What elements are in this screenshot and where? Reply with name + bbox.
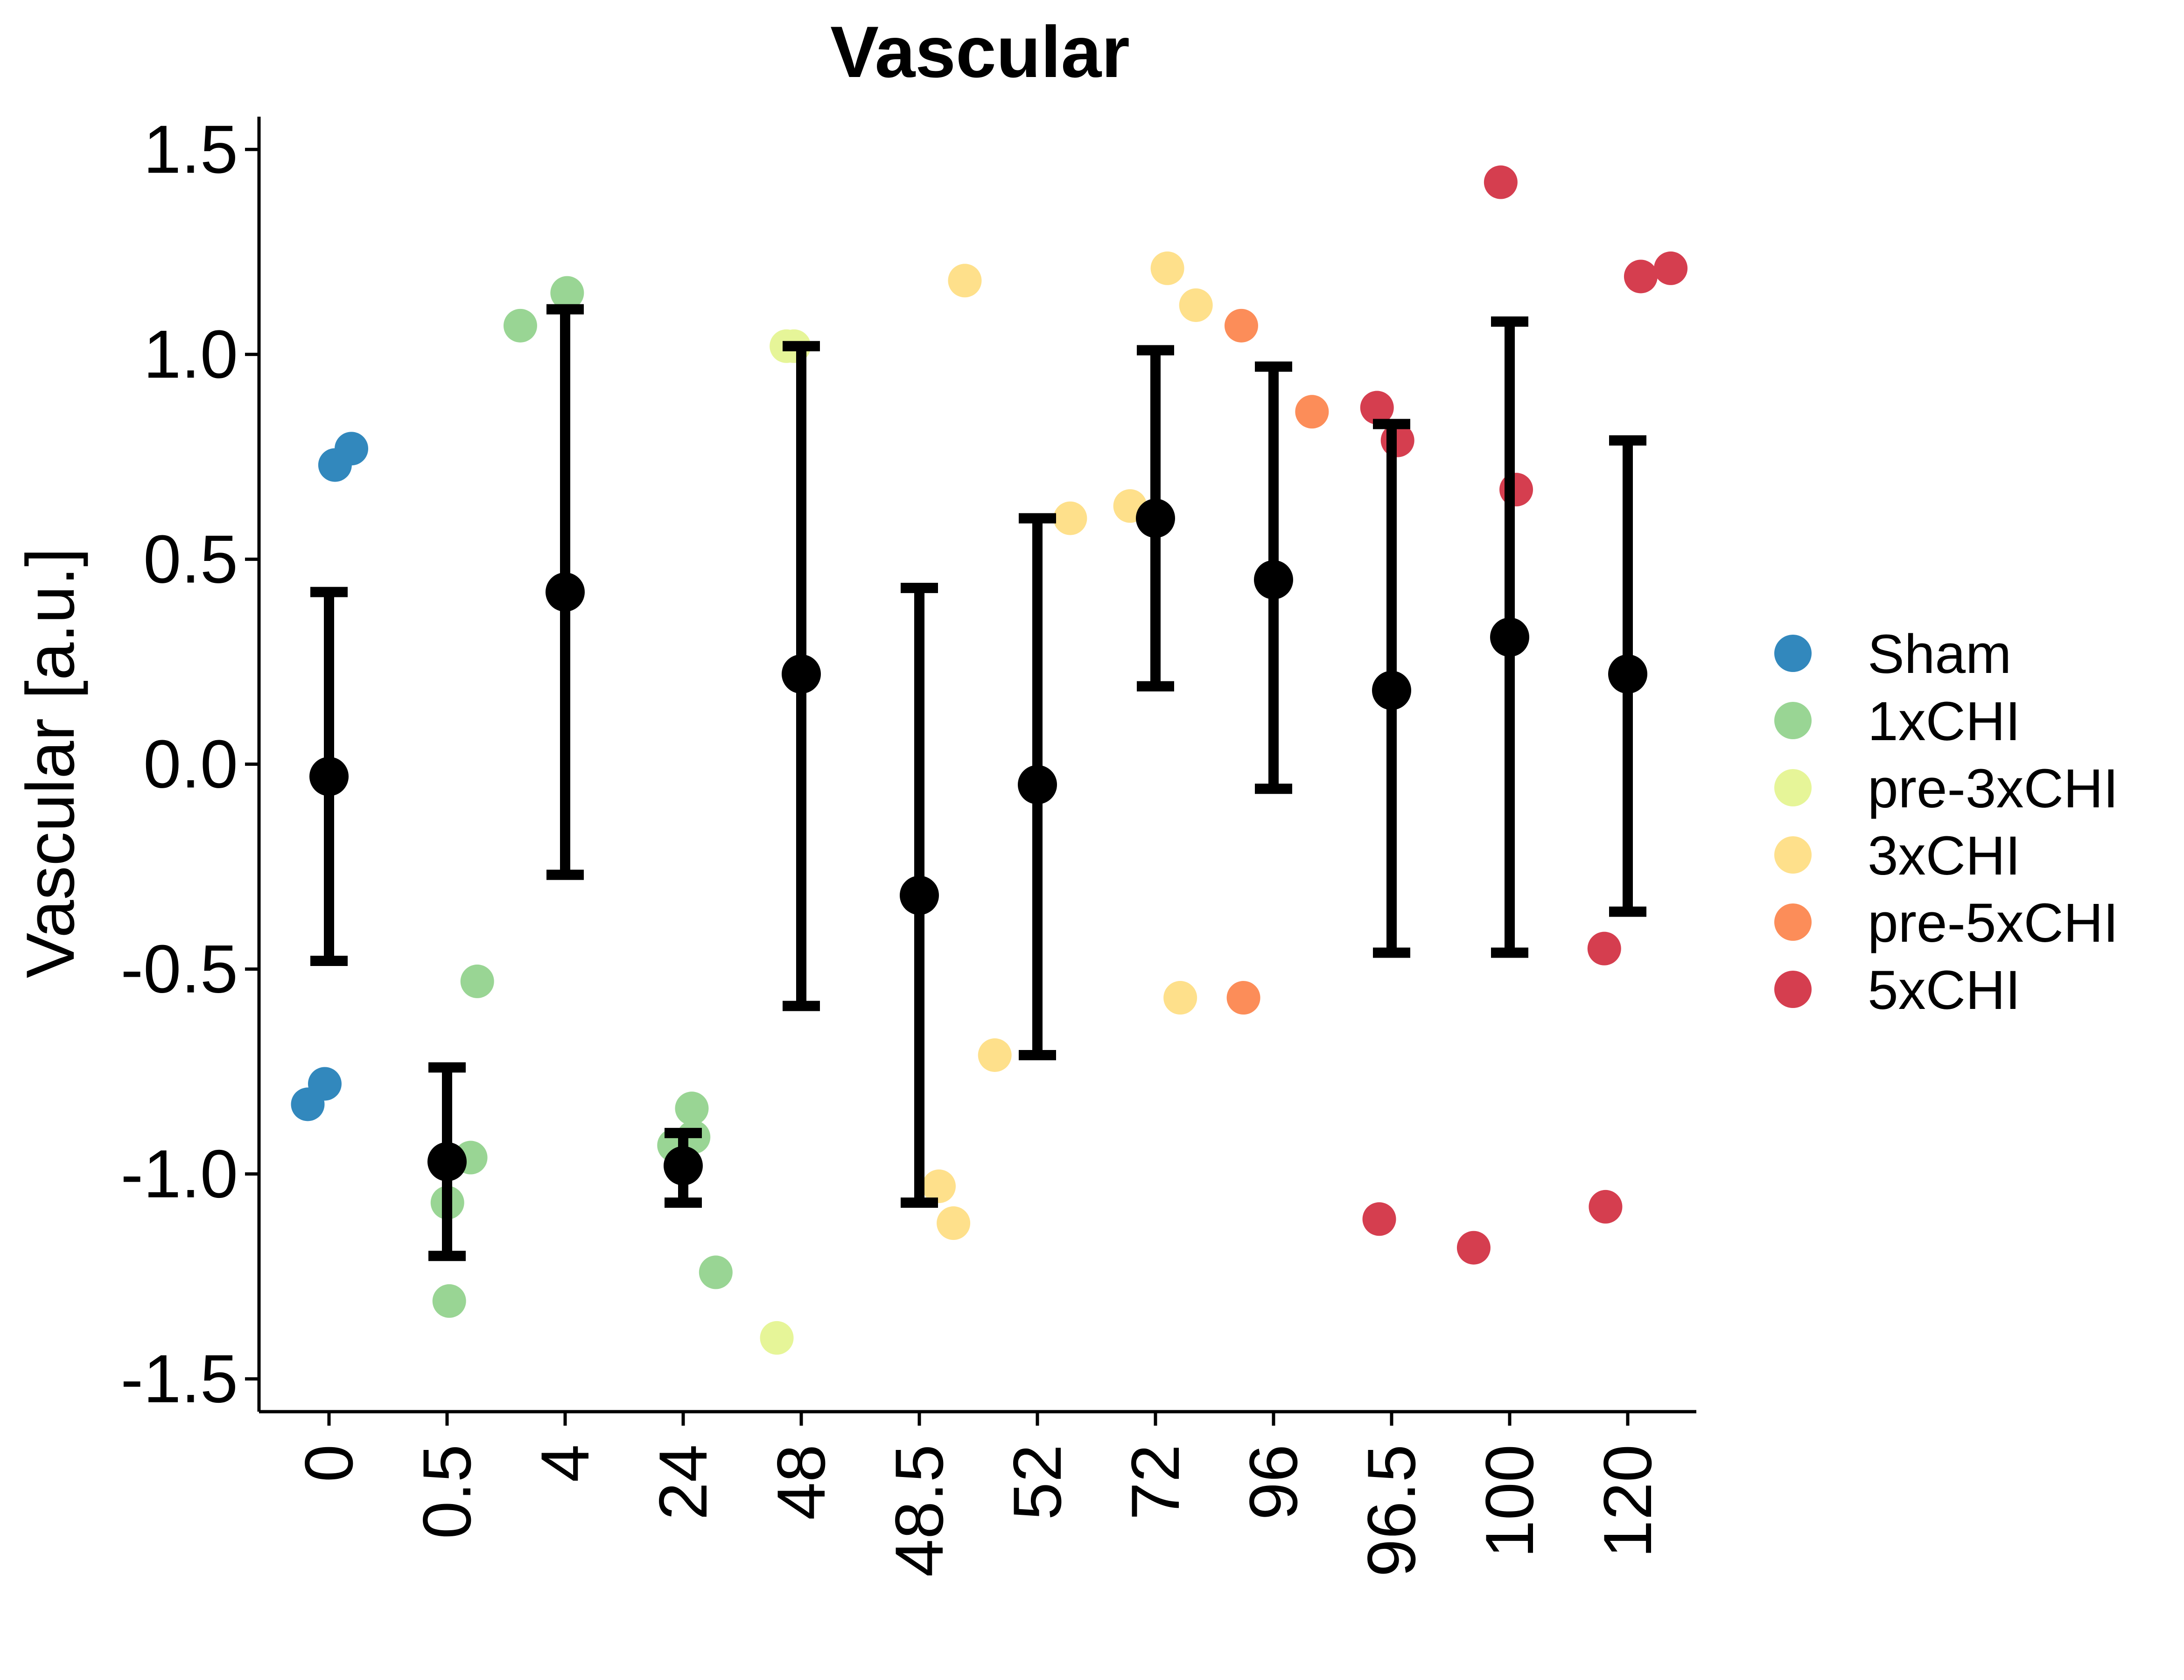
y-tick-label: 0.0	[143, 726, 238, 802]
data-point-pre-3xCHI	[760, 1321, 794, 1355]
mean-point	[546, 572, 585, 612]
y-tick-label: -0.5	[120, 931, 238, 1007]
data-point-5xCHI	[1654, 251, 1688, 285]
x-tick-label: 96.5	[1353, 1444, 1429, 1577]
plot-area: -1.5 -1.0 -0.5 0.0 0.5 1.0 1.5 0 0.5 4 24 48 48.5 52 7…	[120, 111, 1696, 1577]
x-tick-label: 120	[1589, 1444, 1666, 1558]
y-axis-label: Vascular [a.u.]	[12, 548, 88, 978]
legend-item: Sham	[1774, 623, 2011, 685]
mean-point	[782, 654, 821, 694]
legend-label: pre-3xCHI	[1868, 758, 2119, 819]
data-point-1xCHI	[550, 276, 584, 310]
legend-item: 5xCHI	[1774, 959, 2021, 1021]
legend-label: 5xCHI	[1868, 959, 2021, 1021]
data-point-1xCHI	[699, 1255, 733, 1289]
data-point-1xCHI	[432, 1284, 466, 1318]
legend-item: 3xCHI	[1774, 825, 2021, 887]
x-tick-label: 72	[1117, 1444, 1193, 1520]
mean-point	[1608, 654, 1647, 694]
mean-point	[664, 1146, 703, 1186]
legend-swatch	[1774, 903, 1812, 941]
data-point-Sham	[318, 448, 352, 482]
data-point-5xCHI	[1587, 931, 1621, 966]
mean-point	[1372, 671, 1411, 710]
legend-label: 3xCHI	[1868, 825, 2021, 887]
mean-point	[1018, 765, 1057, 805]
mean-point	[900, 875, 939, 915]
data-point-pre-5xCHI	[1224, 308, 1258, 343]
data-point-3xCHI	[1053, 501, 1087, 535]
x-tick-label: 0	[291, 1444, 367, 1482]
x-tick-label: 24	[645, 1444, 721, 1520]
y-tick-label: 0.5	[143, 521, 238, 597]
x-tick-label: 52	[999, 1444, 1075, 1520]
x-tick-label: 96	[1235, 1444, 1311, 1520]
data-point-pre-5xCHI	[1226, 981, 1260, 1015]
mean-point	[427, 1142, 467, 1182]
x-tick-label: 0.5	[409, 1444, 485, 1539]
data-point-Sham	[291, 1087, 325, 1121]
data-point-3xCHI	[937, 1206, 971, 1240]
legend-swatch	[1774, 836, 1812, 874]
data-point-5xCHI	[1499, 473, 1533, 507]
data-point-3xCHI	[1179, 288, 1213, 322]
mean-point	[1136, 498, 1175, 538]
data-point-1xCHI	[503, 308, 537, 343]
y-tick-label: -1.5	[120, 1341, 238, 1417]
y-tick-label: 1.5	[143, 111, 238, 187]
mean-point	[1254, 560, 1293, 600]
data-point-5xCHI	[1456, 1231, 1491, 1265]
legend-label: pre-5xCHI	[1868, 892, 2119, 954]
x-tick-label: 4	[527, 1444, 603, 1482]
mean-point	[309, 756, 349, 796]
data-point-5xCHI	[1484, 165, 1518, 199]
legend-label: 1xCHI	[1868, 691, 2021, 752]
data-point-pre-5xCHI	[1295, 395, 1329, 429]
legend-label: Sham	[1868, 623, 2011, 685]
data-point-3xCHI	[948, 264, 982, 298]
legend-item: pre-3xCHI	[1774, 758, 2119, 819]
x-tick-label: 100	[1471, 1444, 1547, 1558]
data-point-1xCHI	[460, 964, 494, 998]
data-point-1xCHI	[675, 1092, 709, 1126]
data-point-3xCHI	[978, 1038, 1012, 1072]
x-tick-label: 48	[763, 1444, 839, 1520]
legend-swatch	[1774, 971, 1812, 1008]
y-tick-label: -1.0	[120, 1136, 238, 1212]
x-tick-label: 48.5	[881, 1444, 957, 1577]
data-point-3xCHI	[1150, 251, 1184, 285]
legend-item: 1xCHI	[1774, 691, 2021, 752]
data-point-5xCHI	[1589, 1190, 1623, 1224]
mean-point	[1490, 617, 1529, 657]
data-point-3xCHI	[1163, 981, 1197, 1015]
legend-item: pre-5xCHI	[1774, 892, 2119, 954]
data-point-3xCHI	[922, 1169, 956, 1204]
chart-title: Vascular	[830, 12, 1130, 93]
data-point-5xCHI	[1360, 391, 1394, 425]
legend-swatch	[1774, 702, 1812, 739]
legend-swatch	[1774, 635, 1812, 672]
y-tick-label: 1.0	[143, 316, 238, 392]
data-point-5xCHI	[1362, 1202, 1396, 1236]
legend-swatch	[1774, 769, 1812, 806]
data-point-5xCHI	[1624, 259, 1658, 294]
